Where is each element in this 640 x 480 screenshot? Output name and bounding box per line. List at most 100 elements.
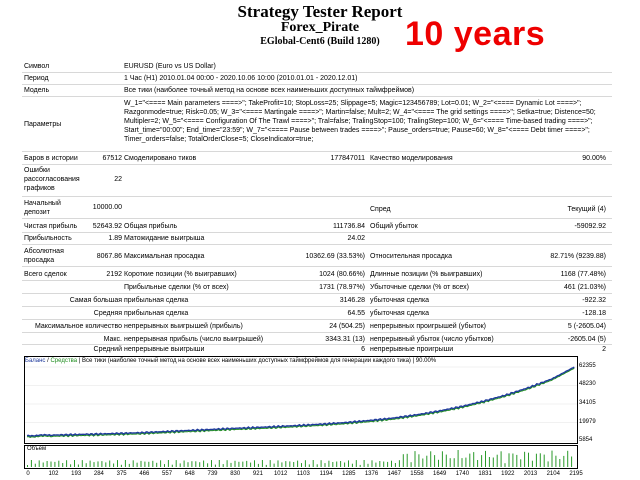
volume-bar bbox=[402, 454, 404, 467]
volume-bar bbox=[539, 453, 541, 467]
volume-bar bbox=[187, 462, 189, 467]
absdd-label: Абсолютная просадка bbox=[24, 248, 64, 264]
volume-bar bbox=[242, 461, 244, 467]
volume-bar bbox=[254, 460, 255, 467]
volume-bar bbox=[559, 459, 561, 467]
volume-bar bbox=[109, 460, 111, 467]
params-value: W_1="<==== Main parameters ====>"; TakeP… bbox=[124, 100, 596, 143]
maxcons-profit-value: 3343.31 (13) bbox=[325, 336, 365, 343]
volume-bar bbox=[336, 461, 338, 467]
max-label: Макс. bbox=[103, 336, 122, 343]
deposit-label: Начальный депозит bbox=[24, 200, 61, 216]
balance-chart bbox=[24, 356, 578, 444]
volume-bar bbox=[371, 460, 373, 467]
report-title: Strategy Tester Report bbox=[237, 2, 403, 21]
volume-bar bbox=[152, 460, 154, 467]
years-badge: 10 years bbox=[405, 15, 546, 53]
x-tick-label: 284 bbox=[93, 471, 104, 477]
avgcons-losses-value: 2 bbox=[602, 346, 606, 353]
volume-bar bbox=[445, 454, 447, 467]
average-profit-value: 64.55 bbox=[347, 310, 365, 317]
y-tick-label: 62355 bbox=[579, 363, 596, 369]
volume-bar bbox=[308, 464, 310, 467]
server-name: EGlobal-Cent6 (Build 1280) bbox=[260, 36, 380, 47]
divider bbox=[22, 319, 612, 320]
volume-bar bbox=[50, 461, 52, 467]
divider bbox=[22, 218, 612, 219]
ticks-value: 177847011 bbox=[330, 155, 365, 162]
avgcons-label: Средний bbox=[93, 346, 122, 353]
volume-bar bbox=[34, 463, 36, 467]
total-label: Всего сделок bbox=[24, 271, 67, 278]
divider bbox=[22, 332, 612, 333]
pf-value: 1.89 bbox=[108, 235, 122, 242]
volume-bar bbox=[230, 462, 232, 467]
volume-bar bbox=[156, 462, 158, 467]
volume-bar bbox=[81, 460, 83, 467]
maxdd-label: Максимальная просадка bbox=[124, 253, 205, 260]
grossloss-value: -59092.92 bbox=[574, 223, 606, 230]
volume-bar bbox=[563, 455, 565, 467]
divider bbox=[22, 164, 612, 165]
bars-value: 67512 bbox=[102, 155, 122, 162]
volume-bar bbox=[375, 462, 377, 467]
maxcons-profit-label: непрерывная прибыль (число выигрышей) bbox=[124, 336, 264, 343]
divider bbox=[22, 72, 612, 73]
long-value: 1168 (77.48%) bbox=[560, 271, 606, 278]
period-value: 1 Час (H1) 2010.01.04 00:00 - 2020.10.06… bbox=[124, 75, 358, 82]
x-tick-label: 1467 bbox=[387, 471, 401, 477]
maxdd-value: 10362.69 (33.53%) bbox=[305, 253, 365, 260]
volume-bar bbox=[410, 462, 412, 467]
volume-bar bbox=[281, 462, 283, 467]
volume-bar bbox=[359, 464, 361, 467]
balance-chart-svg bbox=[25, 366, 577, 442]
y-tick-label: 48230 bbox=[579, 381, 596, 388]
volume-bar bbox=[391, 460, 392, 467]
symbol-label: Символ bbox=[24, 63, 50, 70]
x-tick-label: 1649 bbox=[432, 471, 447, 477]
volume-bar bbox=[261, 460, 263, 467]
volume-bar bbox=[316, 464, 318, 467]
volume-bar bbox=[297, 460, 299, 467]
spread-label: Спред bbox=[370, 206, 391, 213]
volume-bar bbox=[351, 463, 353, 467]
total-value: 2192 bbox=[106, 271, 122, 278]
volume-bar bbox=[179, 463, 181, 467]
x-tick-label: 557 bbox=[162, 471, 173, 477]
y-tick-label: 34105 bbox=[579, 399, 596, 406]
volume-bar bbox=[496, 454, 498, 467]
x-tick-label: 1740 bbox=[455, 471, 470, 477]
volume-bar bbox=[512, 453, 514, 467]
average-loss-value: -128.18 bbox=[582, 310, 606, 317]
volume-bar bbox=[363, 460, 365, 467]
volume-bar bbox=[120, 464, 122, 467]
largest-profit-value: 3146.28 bbox=[339, 297, 365, 304]
chart-legend: Баланс / Средства | Все тики (наиболее т… bbox=[25, 357, 437, 365]
volume-bar bbox=[520, 459, 522, 467]
x-tick-label: 0 bbox=[26, 471, 30, 477]
volume-bar bbox=[285, 461, 287, 467]
volume-bar bbox=[547, 461, 549, 467]
profit-trades-label: Прибыльные сделки (% от всех) bbox=[124, 284, 229, 291]
avgcons-wins-value: 6 bbox=[361, 346, 365, 353]
volume-bar bbox=[54, 461, 56, 467]
x-tick-label: 2104 bbox=[546, 471, 560, 477]
x-tick-label: 466 bbox=[139, 471, 150, 477]
volume-label: Объем bbox=[27, 446, 47, 452]
volume-bar bbox=[269, 460, 271, 467]
volume-bar bbox=[46, 461, 48, 467]
volume-bar bbox=[555, 455, 557, 467]
volume-bar bbox=[214, 464, 216, 467]
volume-bar bbox=[105, 462, 107, 467]
profit-trades-value: 1731 (78.97%) bbox=[319, 284, 365, 291]
errors-value: 22 bbox=[114, 176, 122, 183]
divider bbox=[22, 244, 612, 245]
volume-bar bbox=[38, 460, 40, 467]
errors-label: Ошибки рассогласования графиков bbox=[24, 167, 80, 192]
volume-bar bbox=[528, 452, 529, 467]
x-tick-label: 921 bbox=[252, 471, 263, 477]
expert-name: Forex_Pirate bbox=[280, 20, 360, 35]
grossprofit-label: Общая прибыль bbox=[124, 223, 178, 230]
volume-bar bbox=[320, 460, 322, 467]
volume-bar bbox=[211, 460, 212, 467]
